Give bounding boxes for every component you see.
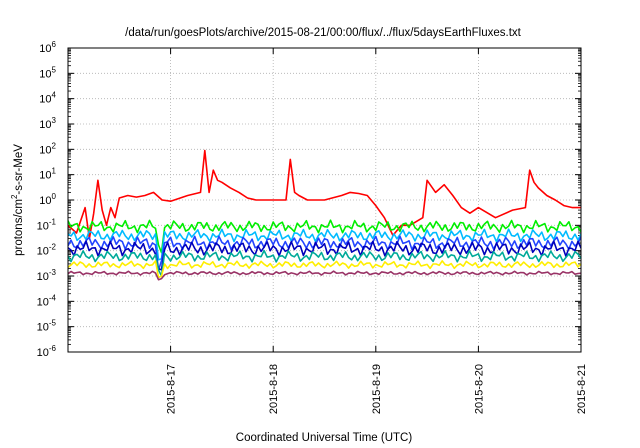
- y-tick-label: 102: [39, 141, 56, 156]
- series-line-5: [68, 240, 581, 271]
- y-tick-exponent: 6: [52, 40, 57, 49]
- y-tick-exponent: 1: [52, 167, 57, 176]
- x-tick-label: 2015-8-18: [268, 364, 280, 414]
- y-tick-exponent: -1: [49, 217, 57, 226]
- x-tick-label: 2015-8-17: [166, 364, 178, 414]
- y-tick-exponent: -6: [49, 344, 57, 353]
- y-tick-exponent: -5: [49, 319, 57, 328]
- x-tick-label: 2015-8-21: [576, 364, 588, 414]
- y-tick-base: 10: [39, 195, 51, 207]
- y-tick-base: 10: [39, 119, 51, 131]
- y-tick-label: 10-2: [37, 243, 57, 258]
- y-tick-label: 10-5: [37, 319, 57, 334]
- y-tick-label: 10-1: [37, 217, 57, 232]
- y-tick-exponent: -4: [49, 293, 57, 302]
- y-tick-label: 104: [39, 91, 56, 106]
- y-tick-base: 10: [39, 43, 51, 55]
- y-tick-label: 10-4: [37, 293, 57, 308]
- series-line-7: [68, 260, 581, 279]
- y-tick-exponent: -3: [49, 268, 57, 277]
- y-tick-base: 10: [37, 322, 49, 334]
- series-line-3: [68, 228, 581, 261]
- y-tick-base: 10: [39, 170, 51, 182]
- y-tick-exponent: 3: [52, 116, 57, 125]
- y-tick-exponent: 2: [52, 141, 57, 150]
- plot-frame: [67, 47, 582, 353]
- y-tick-base: 10: [39, 144, 51, 156]
- series-line-6: [68, 249, 581, 277]
- x-axis-label: Coordinated Universal Time (UTC): [236, 432, 413, 444]
- y-tick-base: 10: [37, 220, 49, 232]
- y-tick-base: 10: [39, 94, 51, 106]
- y-tick-label: 106: [39, 40, 56, 55]
- x-tick-label: 2015-8-19: [371, 364, 383, 414]
- y-tick-base: 10: [37, 246, 49, 258]
- y-axis-label-rest: -s-sr-MeV: [13, 144, 25, 195]
- y-tick-base: 10: [37, 347, 49, 359]
- y-axis-label-sup: 2: [10, 194, 19, 199]
- y-tick-label: 105: [39, 65, 56, 80]
- y-tick-label: 10-6: [37, 344, 57, 359]
- y-tick-label: 10-3: [37, 268, 57, 283]
- y-axis-label: protons/cm2-s-sr-MeV: [10, 144, 25, 256]
- series-line-8: [68, 270, 581, 281]
- y-tick-exponent: -2: [49, 243, 57, 252]
- y-tick-exponent: 0: [52, 192, 57, 201]
- x-tick-label: 2015-8-20: [473, 364, 485, 414]
- x-axis-ticks: 2015-8-17 2015-8-18 2015-8-19 2015-8-20 2015…: [166, 48, 588, 414]
- series-line-1: [68, 149, 581, 240]
- y-tick-exponent: 5: [52, 65, 57, 74]
- y-tick-base: 10: [37, 271, 49, 283]
- y-tick-label: 103: [39, 116, 56, 131]
- y-tick-base: 10: [39, 68, 51, 80]
- y-tick-base: 10: [37, 296, 49, 308]
- y-tick-exponent: 4: [52, 91, 57, 100]
- series-group: [68, 149, 581, 281]
- y-tick-label: 101: [39, 167, 56, 182]
- y-tick-label: 100: [39, 192, 56, 207]
- y-axis-label-main: protons/cm: [13, 199, 25, 256]
- series-line-2: [68, 219, 581, 254]
- chart-title: /data/run/goesPlots/archive/2015-08-21/0…: [125, 27, 521, 39]
